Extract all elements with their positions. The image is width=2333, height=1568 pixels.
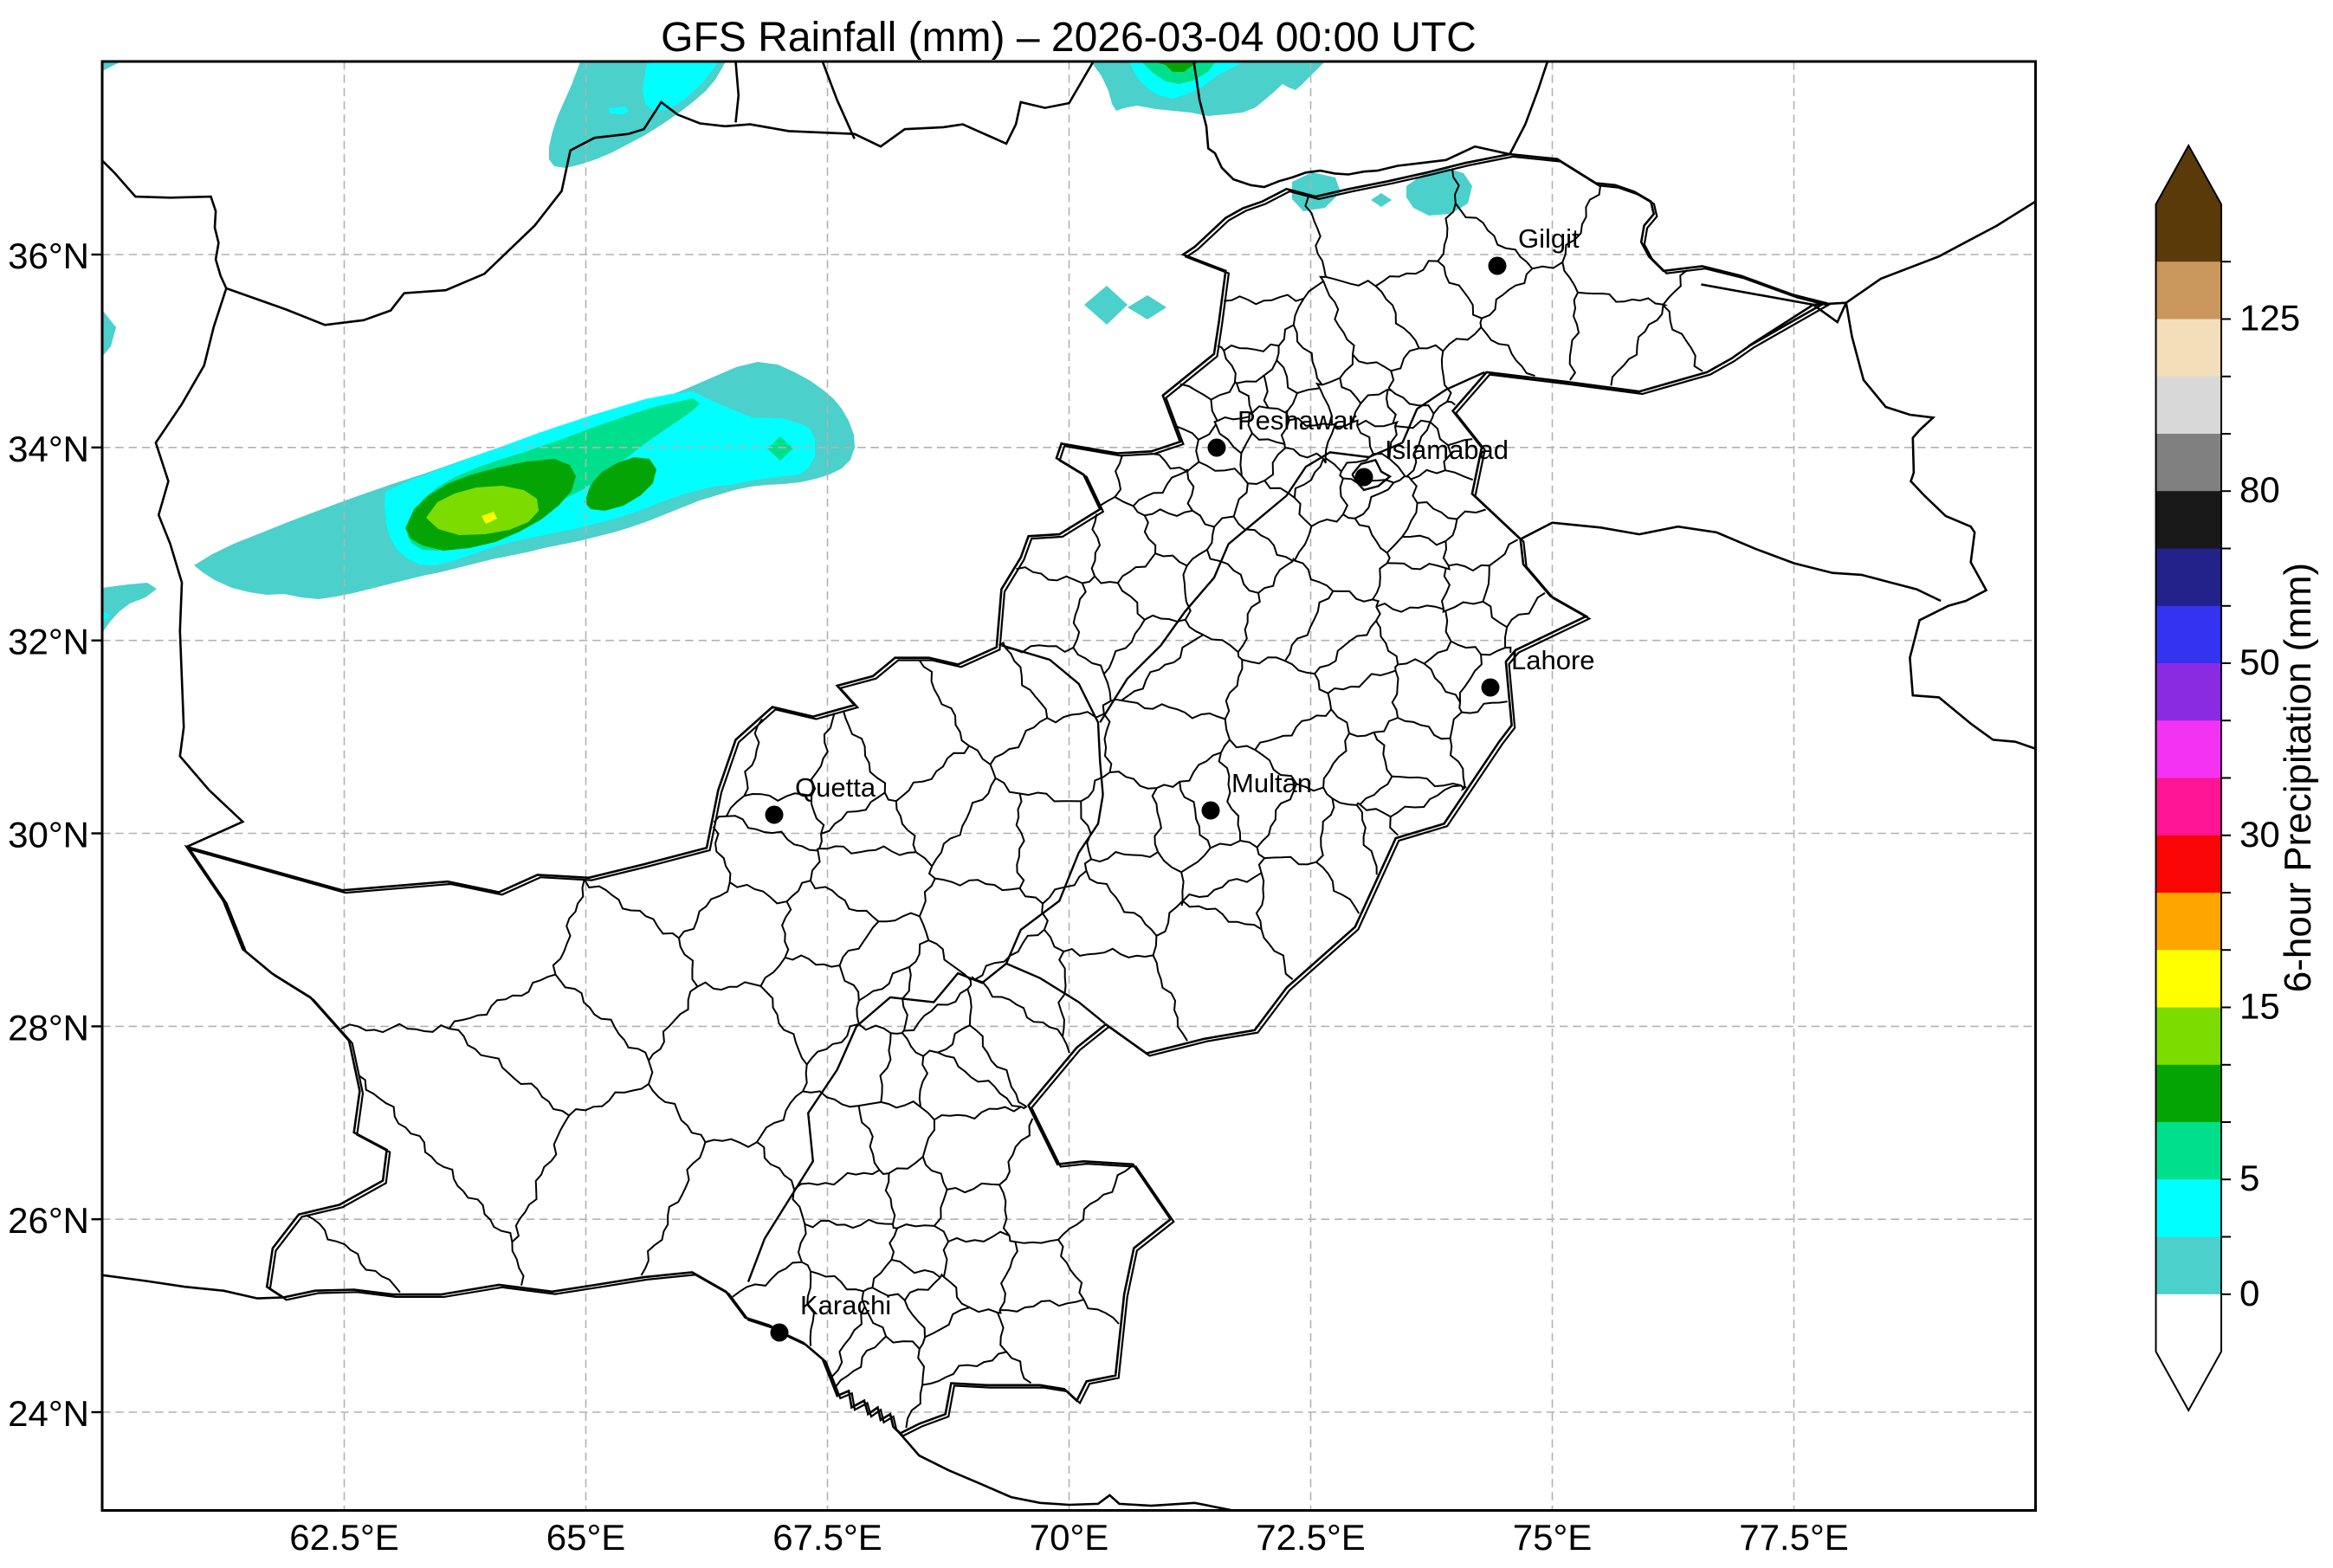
svg-text:67.5°E: 67.5°E bbox=[772, 1517, 882, 1558]
svg-text:70°E: 70°E bbox=[1030, 1517, 1109, 1558]
svg-text:0: 0 bbox=[2239, 1273, 2259, 1313]
svg-text:Islamabad: Islamabad bbox=[1385, 435, 1509, 465]
svg-text:32°N: 32°N bbox=[8, 622, 89, 662]
svg-text:72.5°E: 72.5°E bbox=[1256, 1517, 1366, 1558]
svg-text:Peshawar: Peshawar bbox=[1238, 405, 1357, 436]
svg-text:36°N: 36°N bbox=[8, 236, 89, 276]
svg-text:6-hour Precipitation (mm): 6-hour Precipitation (mm) bbox=[2277, 563, 2319, 992]
svg-text:50: 50 bbox=[2239, 642, 2280, 682]
svg-text:77.5°E: 77.5°E bbox=[1739, 1517, 1849, 1558]
svg-text:65°E: 65°E bbox=[546, 1517, 626, 1558]
svg-text:Quetta: Quetta bbox=[795, 772, 876, 803]
svg-text:125: 125 bbox=[2239, 298, 2300, 339]
svg-text:GFS Rainfall (mm) – 2026-03-04: GFS Rainfall (mm) – 2026-03-04 00:00 UTC bbox=[661, 15, 1477, 61]
svg-text:26°N: 26°N bbox=[8, 1200, 89, 1241]
svg-text:Gilgit: Gilgit bbox=[1518, 223, 1580, 254]
svg-text:80: 80 bbox=[2239, 469, 2280, 510]
svg-text:24°N: 24°N bbox=[8, 1393, 89, 1434]
svg-text:75°E: 75°E bbox=[1513, 1517, 1593, 1558]
svg-text:62.5°E: 62.5°E bbox=[289, 1517, 399, 1558]
svg-text:30°N: 30°N bbox=[8, 815, 89, 855]
svg-text:34°N: 34°N bbox=[8, 429, 89, 469]
svg-text:Lahore: Lahore bbox=[1511, 645, 1595, 675]
svg-text:30: 30 bbox=[2239, 814, 2280, 855]
svg-text:Multan: Multan bbox=[1231, 768, 1312, 798]
svg-text:15: 15 bbox=[2239, 986, 2280, 1027]
svg-text:Karachi: Karachi bbox=[800, 1290, 891, 1320]
svg-text:28°N: 28°N bbox=[8, 1007, 89, 1048]
svg-text:5: 5 bbox=[2239, 1158, 2259, 1198]
